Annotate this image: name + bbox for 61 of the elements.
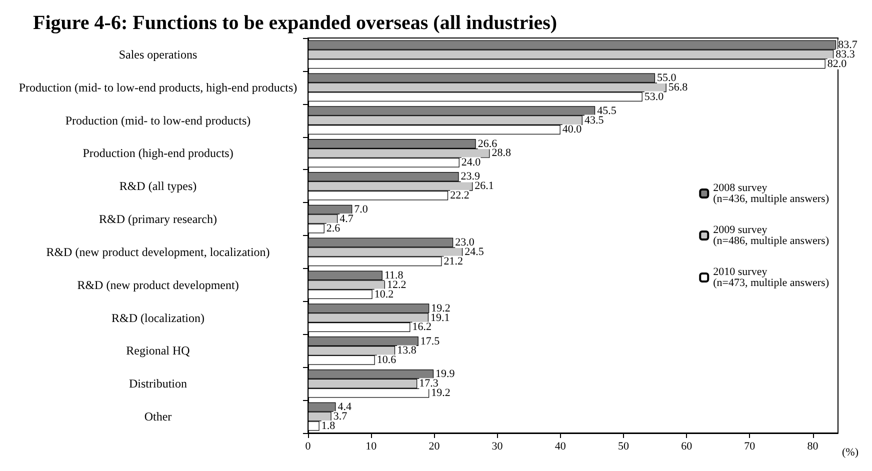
y-tick-label: Production (mid- to low-end products, high-end products) [18, 80, 298, 94]
data-label: 23.0 [455, 236, 475, 249]
data-label: 7.0 [354, 204, 368, 216]
data-label: 21.2 [444, 255, 464, 268]
data-label: 83.3 [836, 48, 856, 60]
y-tick-label: R&D (primary research) [99, 212, 217, 226]
data-label: 19.1 [430, 312, 450, 324]
x-tick-label: 60 [681, 440, 693, 452]
data-label: 10.6 [376, 354, 397, 366]
data-label: 1.8 [321, 420, 336, 432]
data-label: 17.5 [420, 335, 440, 348]
data-label: 13.8 [397, 344, 417, 357]
data-label: 28.8 [492, 147, 512, 160]
data-label: 4.4 [338, 401, 352, 414]
data-label: 2.6 [326, 222, 341, 234]
data-label: 19.9 [436, 368, 456, 380]
y-tick-label: R&D (new product development) [77, 278, 239, 292]
x-tick-label: 30 [492, 440, 504, 452]
legend-label: 2009 survey (n=486, multiple answers) [713, 224, 830, 247]
data-label: 3.7 [333, 410, 348, 423]
data-label: 45.5 [597, 104, 617, 117]
x-tick-label: 70 [744, 440, 756, 452]
y-tick-label: R&D (all types) [119, 179, 197, 194]
data-label: 10.2 [374, 288, 394, 300]
data-label: 40.0 [562, 124, 582, 136]
data-label: 11.8 [384, 269, 404, 282]
data-label: 4.7 [340, 213, 354, 226]
data-label: 26.6 [478, 138, 498, 150]
data-label: 43.5 [584, 114, 604, 126]
data-label: 82.0 [827, 58, 848, 70]
data-label: 24.0 [461, 156, 482, 169]
data-label: 22.2 [450, 190, 470, 202]
x-tick-label: 40 [554, 440, 566, 452]
x-tick-label: 80 [807, 440, 819, 452]
y-tick-label: R&D (new product development, localization) [46, 244, 270, 259]
data-label: 56.8 [668, 81, 688, 94]
legend-label: 2010 survey (n=473, multiple answers) [713, 266, 830, 289]
data-label: 55.0 [657, 72, 677, 84]
data-label: 83.7 [838, 39, 858, 52]
x-tick-label: 10 [366, 440, 378, 452]
x-tick-label: 0 [305, 440, 312, 452]
data-label: 23.9 [460, 170, 481, 183]
chart-title: Figure 4-6: Functions to be expanded overseas (all industries) [33, 12, 558, 34]
data-label: 12.2 [386, 278, 406, 291]
x-tick-label: 50 [618, 440, 630, 452]
x-tick-label: 20 [428, 440, 440, 452]
y-tick-label: Sales operations [118, 47, 198, 62]
y-tick-label: Production (mid- to low-end products) [65, 113, 251, 128]
data-label: 17.3 [419, 378, 439, 390]
y-tick-label: Distribution [128, 376, 188, 391]
data-label: 16.2 [412, 321, 432, 334]
x-axis-title: (%) [842, 446, 859, 458]
y-tick-label: Production (high-end products) [82, 146, 234, 160]
y-tick-label: Regional HQ [126, 344, 190, 358]
data-label: 19.2 [431, 302, 450, 314]
data-label: 26.1 [474, 180, 494, 192]
legend-label: 2008 survey (n=436, multiple answers) [713, 182, 830, 205]
data-label: 19.2 [431, 387, 450, 400]
y-tick-label: R&D (localization) [112, 310, 204, 325]
y-tick-label: Other [144, 410, 172, 424]
data-label: 53.0 [644, 90, 664, 103]
